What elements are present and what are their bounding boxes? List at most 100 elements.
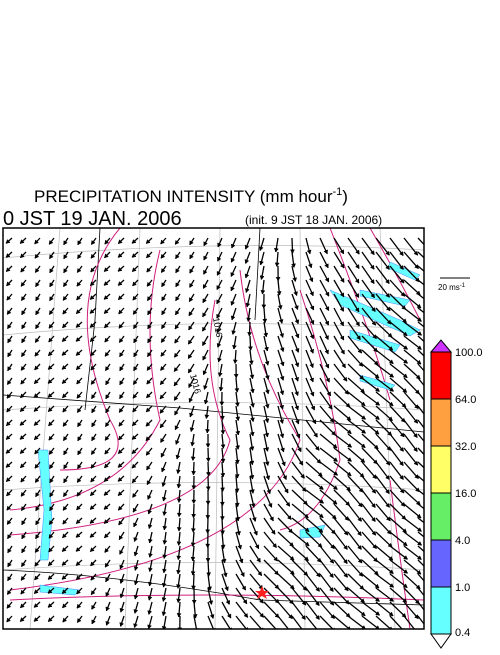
- colorbar-under: [431, 634, 451, 648]
- wind-shaft: [418, 294, 436, 307]
- wind-head: [120, 565, 124, 569]
- wind-head: [414, 629, 418, 633]
- wind-head: [162, 569, 166, 573]
- wind-shaft: [208, 616, 215, 632]
- wind-head: [206, 429, 210, 433]
- wind-head: [265, 433, 269, 437]
- wind-head: [106, 607, 110, 611]
- wind-head: [280, 376, 284, 380]
- wind-head: [221, 430, 225, 434]
- wind-head: [241, 573, 245, 577]
- wind-head: [218, 373, 222, 377]
- wind-head: [217, 257, 221, 261]
- title-sup: -1: [332, 186, 342, 198]
- wind-head: [325, 336, 329, 340]
- wind-head: [220, 402, 224, 406]
- wind-head: [148, 554, 152, 558]
- wind-head: [204, 400, 208, 404]
- wind-head: [205, 415, 209, 419]
- map-content: 1016 1016: [3, 228, 436, 634]
- wind-head: [310, 392, 314, 396]
- wind-head: [251, 504, 255, 508]
- title-end: ): [342, 187, 348, 206]
- wind-shaft: [418, 420, 432, 437]
- wind-head: [203, 371, 207, 375]
- wind-head: [189, 398, 193, 402]
- colorbar-over: [431, 340, 451, 352]
- wind-head: [250, 389, 254, 393]
- wind-head: [134, 624, 138, 628]
- wind-head: [218, 358, 222, 362]
- wind-head: [204, 385, 208, 389]
- wind-head: [431, 332, 435, 336]
- colorbar-segment: [431, 399, 451, 446]
- wind-head: [265, 447, 269, 451]
- wind-head: [206, 444, 210, 448]
- wind-head: [245, 288, 249, 292]
- wind-shaft: [418, 574, 433, 590]
- colorbar: 100.064.032.016.04.01.00.4: [431, 340, 483, 648]
- wind-head: [325, 364, 329, 368]
- wind-head: [189, 413, 193, 417]
- colorbar-segment: [431, 540, 451, 587]
- wind-head: [282, 462, 286, 466]
- wind-head: [249, 361, 253, 365]
- wind-head: [223, 573, 227, 577]
- wind-head: [148, 568, 152, 572]
- wind-head: [293, 278, 297, 282]
- wind-head: [192, 500, 196, 504]
- wind-head: [431, 276, 435, 280]
- wind-head: [210, 614, 214, 618]
- wind-head: [254, 531, 258, 535]
- wind-head: [134, 537, 138, 541]
- wind-head: [261, 290, 265, 294]
- wind-head: [310, 364, 314, 368]
- wind-head: [310, 349, 314, 353]
- wind-head: [245, 274, 249, 278]
- wind-head: [148, 510, 152, 514]
- wind-shaft: [418, 266, 435, 280]
- wind-head: [324, 250, 328, 254]
- wind-head: [163, 526, 167, 530]
- wind-head: [163, 540, 167, 544]
- wind-head: [231, 258, 235, 262]
- wind-head: [147, 495, 151, 499]
- wind-shaft: [264, 616, 279, 632]
- wind-scale-sup: -1: [460, 283, 466, 289]
- wind-head: [310, 306, 314, 310]
- wind-head: [148, 596, 152, 600]
- wind-shaft: [418, 238, 433, 254]
- wind-head: [278, 305, 282, 309]
- wind-head: [295, 320, 299, 324]
- wind-head: [209, 601, 213, 605]
- wind-head: [177, 556, 181, 560]
- wind-shaft: [404, 616, 418, 633]
- wind-head: [191, 457, 195, 461]
- map-frame: [3, 228, 424, 629]
- wind-head: [281, 448, 285, 452]
- wind-head: [177, 499, 181, 503]
- wind-head: [192, 514, 196, 518]
- wind-shaft: [418, 364, 433, 380]
- wind-head: [245, 260, 249, 264]
- wind-head: [191, 543, 195, 547]
- wind-head: [219, 387, 223, 391]
- wind-shaft: [278, 616, 292, 633]
- wind-head: [247, 318, 251, 322]
- wind-head: [431, 290, 435, 294]
- wind-head: [248, 332, 252, 336]
- wind-head: [192, 471, 196, 475]
- wind-head: [231, 287, 235, 291]
- wind-head: [176, 584, 180, 588]
- wind-head: [260, 276, 264, 280]
- wind-head: [134, 552, 138, 556]
- init-time: (init. 9 JST 18 JAN. 2006): [245, 213, 382, 227]
- colorbar-label: 16.0: [455, 488, 476, 500]
- wind-head: [265, 462, 269, 466]
- colorbar-label: 32.0: [455, 441, 476, 453]
- wind-shaft: [418, 378, 432, 395]
- colorbar-label: 64.0: [455, 394, 476, 406]
- wind-head: [310, 292, 314, 296]
- colorbar-segment: [431, 587, 451, 634]
